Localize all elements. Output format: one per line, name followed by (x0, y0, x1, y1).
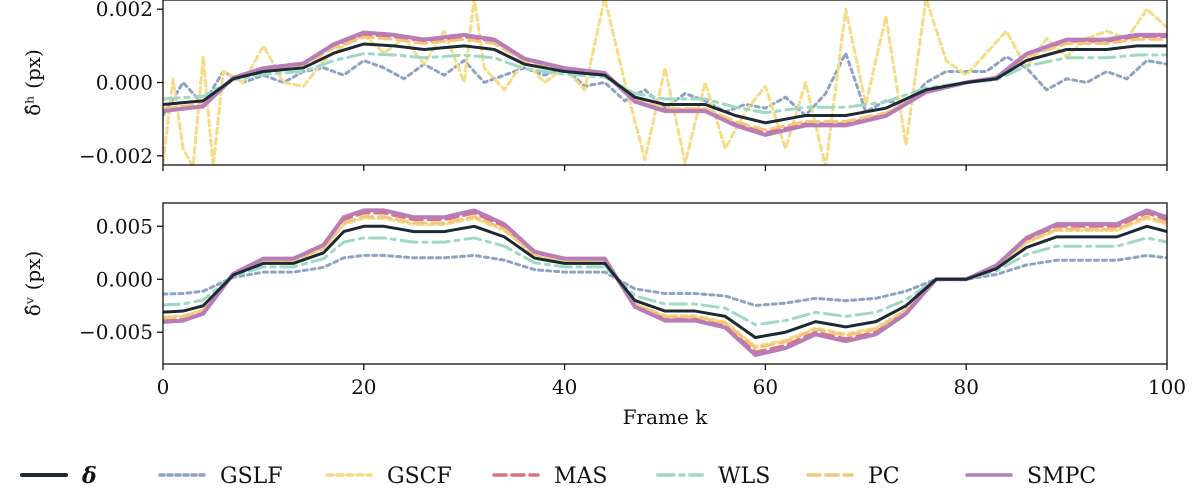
y-tick-label: −0.002 (79, 144, 153, 168)
series-line-gscf (163, 0, 1167, 165)
y-tick-label: 0.000 (96, 71, 153, 95)
legend-item: WLS (656, 464, 770, 489)
y-tick-label: 0.002 (96, 0, 153, 21)
panel-2: −0.005 0.000 0.005 0 20 40 60 80 100 δ̂ᵛ (px) Fram… (21, 202, 1186, 429)
y-tick-label: 0.000 (96, 267, 153, 291)
x-axis-label: Frame k (623, 405, 709, 429)
legend-label: SMPC (1027, 464, 1096, 489)
legend-label: PC (868, 464, 900, 489)
y-axis-label: δ̂ᵛ (px) (21, 251, 45, 317)
series-line-pc (163, 215, 1167, 350)
series-line- (163, 42, 1167, 125)
series-line-smpc (163, 208, 1167, 357)
series-line- (163, 224, 1167, 340)
legend-item: δ (20, 463, 97, 489)
x-tick-label: 20 (351, 375, 376, 399)
legend-label: MAS (554, 464, 608, 489)
x-tick-label: 100 (1148, 375, 1186, 399)
y-tick-label: 0.005 (96, 214, 153, 238)
legend-label: WLS (718, 464, 770, 489)
legend-label: δ (81, 463, 97, 489)
series-group (163, 0, 1167, 165)
y-tick-label: −0.005 (79, 320, 153, 344)
legend-label: GSLF (220, 464, 283, 489)
legend: δ GSLF GSCF MAS WLS PC SMPC (20, 463, 1096, 489)
series-line-gslf (163, 253, 1167, 307)
x-tick-label: 40 (552, 375, 577, 399)
legend-item: GSLF (158, 464, 283, 489)
panel-1: −0.002 0.000 0.002 δ̂ʰ (px) (21, 0, 1168, 171)
x-tick-label: 0 (157, 375, 170, 399)
series-line-gslf (163, 51, 1167, 117)
x-tick-label: 60 (753, 375, 778, 399)
plot-frame (162, 0, 1168, 166)
legend-item: PC (806, 464, 900, 489)
series-line-mas (163, 32, 1167, 135)
x-tick-label: 80 (953, 375, 978, 399)
series-line-gscf (163, 216, 1167, 348)
legend-item: GSCF (325, 464, 452, 489)
legend-item: MAS (492, 464, 608, 489)
legend-item: SMPC (965, 464, 1096, 489)
y-axis-label: δ̂ʰ (px) (21, 49, 45, 116)
plot-frame (162, 202, 1168, 365)
legend-label: GSCF (387, 464, 452, 489)
series-line-wls (163, 236, 1167, 327)
series-group (163, 208, 1167, 357)
series-line-mas (163, 211, 1167, 354)
